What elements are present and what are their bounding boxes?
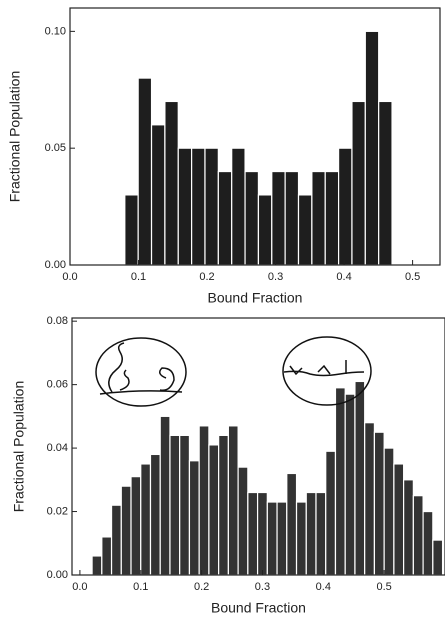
bar — [237, 466, 249, 576]
bar — [286, 472, 298, 576]
bar — [364, 422, 376, 576]
bar — [432, 539, 444, 576]
bar — [334, 387, 346, 576]
y-tick-label: 0.00 — [47, 569, 68, 581]
bar — [227, 425, 239, 576]
bar — [412, 495, 424, 576]
bar — [422, 510, 434, 576]
x-axis-title: Bound Fraction — [211, 600, 306, 616]
bar — [188, 460, 200, 576]
bar — [137, 77, 153, 266]
y-tick-label: 0.00 — [45, 259, 66, 271]
bar — [403, 479, 414, 576]
bar — [169, 434, 181, 576]
bar — [101, 536, 113, 576]
x-tick-label: 0.0 — [62, 271, 77, 283]
bar — [191, 147, 206, 266]
x-axis-title: Bound Fraction — [208, 290, 303, 306]
bar — [91, 555, 103, 576]
inset-left — [95, 337, 187, 407]
bar — [159, 415, 171, 576]
x-tick-label: 0.3 — [255, 581, 270, 593]
plot-frame — [71, 317, 445, 576]
y-axis-title: Fractional Population — [7, 71, 23, 203]
bar — [295, 501, 307, 576]
bar — [164, 100, 179, 266]
bar — [130, 476, 142, 576]
bar — [231, 147, 246, 266]
bar — [198, 425, 210, 576]
x-tick-label: 0.5 — [377, 581, 392, 593]
bar — [315, 491, 327, 576]
bar — [208, 444, 220, 576]
bar — [393, 463, 405, 576]
bar — [324, 170, 340, 266]
bar — [256, 491, 268, 576]
x-tick-label: 0.3 — [268, 271, 283, 283]
bar — [140, 463, 152, 576]
bar — [364, 30, 380, 266]
bar — [110, 504, 122, 576]
bar — [244, 170, 260, 266]
x-tick-label: 0.4 — [336, 271, 351, 283]
bar — [266, 501, 278, 576]
y-axis-title: Fractional Population — [11, 381, 27, 513]
bar — [271, 170, 286, 266]
x-tick-label: 0.4 — [316, 581, 331, 593]
bar — [354, 380, 366, 576]
bar — [297, 194, 313, 266]
x-tick-label: 0.5 — [405, 271, 420, 283]
bar — [218, 434, 229, 576]
bar — [150, 124, 166, 266]
bar — [337, 147, 353, 266]
bar — [383, 447, 395, 576]
x-tick-label: 0.2 — [199, 271, 214, 283]
y-tick-label: 0.02 — [47, 505, 68, 517]
bar — [311, 170, 326, 266]
chart: 0.0 0.1 0.2 0.3 0.4 0.5 0.00 0.02 0.04 0.06 0.08 Bo… — [11, 315, 445, 616]
inset-right — [282, 336, 372, 406]
bar — [204, 147, 219, 266]
bar — [344, 393, 356, 576]
plot-frame — [69, 7, 441, 266]
x-tick-label: 0.2 — [194, 581, 209, 593]
y-tick-label: 0.08 — [47, 315, 68, 327]
bar — [177, 147, 193, 266]
bar — [124, 194, 139, 266]
bar — [247, 491, 259, 576]
bar — [351, 100, 366, 266]
x-tick-label: 0.0 — [72, 581, 87, 593]
bar — [257, 194, 273, 266]
bar — [276, 501, 288, 576]
bar — [149, 453, 161, 576]
chart: 0.0 0.1 0.2 0.3 0.4 0.5 0.00 0.05 0.10 Bound Frac… — [7, 7, 441, 306]
bar — [325, 450, 337, 576]
y-tick-label: 0.04 — [47, 442, 68, 454]
x-tick-label: 0.1 — [131, 271, 146, 283]
y-tick-label: 0.05 — [45, 142, 66, 154]
bar — [284, 170, 300, 266]
bar — [378, 100, 393, 266]
bar — [305, 491, 317, 576]
x-tick-label: 0.1 — [133, 581, 148, 593]
bar — [373, 431, 385, 576]
y-tick-label: 0.10 — [45, 25, 66, 37]
bar — [217, 170, 233, 266]
bar — [120, 485, 132, 576]
y-tick-label: 0.06 — [47, 379, 68, 391]
bar — [179, 434, 191, 576]
